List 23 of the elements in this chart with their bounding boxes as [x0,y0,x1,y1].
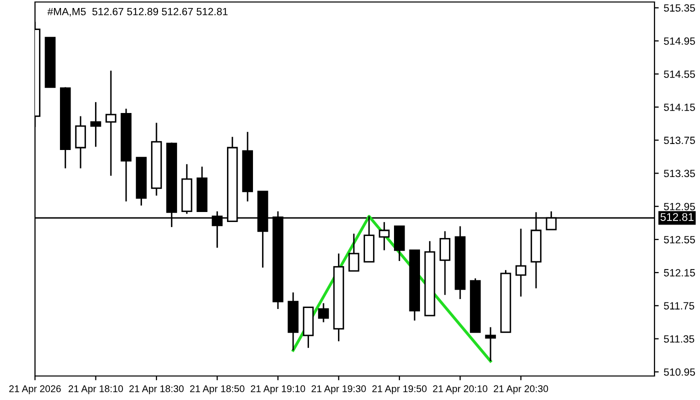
y-tick-label: 513.35 [664,170,695,178]
x-tick-label: 21 Apr 19:10 [250,385,306,394]
x-tick-label: 21 Apr 18:30 [129,385,184,394]
x-tick-label: 21 Apr 19:50 [372,385,427,394]
y-tick-label: 510.95 [664,368,695,376]
y-tick-label: 512.15 [664,269,695,276]
y-tick-label: 511.35 [664,335,694,343]
y-tick-label: 514.55 [664,70,695,78]
y-tick-label: 512.55 [664,236,695,244]
chart-title: #MA,M5 512.67 512.89 512.67 512.81 [47,8,228,16]
x-tick-label: 21 Apr 18:50 [190,385,244,394]
y-tick-label: 511.75 [664,302,694,310]
y-tick-label: 513.75 [664,136,695,144]
y-tick-label: 515.35 [664,4,695,12]
y-tick-label: 514.15 [664,104,695,111]
x-tick-label: 21 Apr 19:30 [312,385,366,394]
x-tick-label: 21 Apr 2026 [9,385,61,394]
y-tick-label: 512.95 [664,202,695,210]
x-tick-label: 21 Apr 20:10 [433,385,488,394]
y-tick-label: 514.95 [664,37,695,45]
ref-line-label: 512.81 [660,213,694,221]
x-tick-label: 21 Apr 20:30 [494,385,548,394]
x-tick-label: 21 Apr 18:10 [68,385,123,394]
